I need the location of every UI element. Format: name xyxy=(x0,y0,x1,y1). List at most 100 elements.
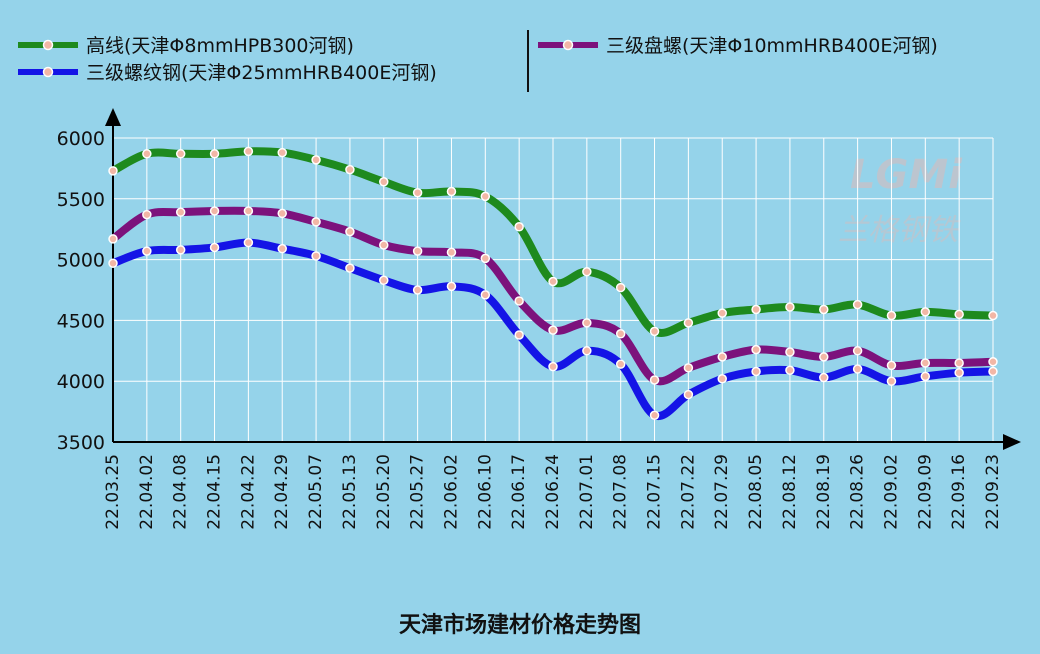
data-point xyxy=(345,263,355,273)
watermark-logo: LGMi xyxy=(850,152,963,198)
series-2 xyxy=(108,206,998,386)
data-point xyxy=(345,164,355,175)
data-point xyxy=(819,352,829,362)
data-point xyxy=(277,243,287,254)
y-tick-label: 5500 xyxy=(57,189,105,211)
data-point xyxy=(615,329,626,339)
legend-label: 三级螺纹钢(天津Φ25mmHRB400E河钢) xyxy=(86,62,437,84)
x-tick-label: 22.07.29 xyxy=(712,454,732,530)
data-point xyxy=(819,372,829,383)
data-point xyxy=(514,222,524,232)
data-point xyxy=(886,310,897,321)
x-tick-label: 22.04.22 xyxy=(238,454,258,530)
x-tick-label: 22.09.02 xyxy=(881,454,901,530)
y-tick-label: 5000 xyxy=(57,250,105,272)
data-point xyxy=(412,187,423,198)
data-point xyxy=(886,360,897,371)
x-tick-label: 22.04.02 xyxy=(137,454,157,530)
data-point xyxy=(277,147,287,158)
data-point xyxy=(954,358,964,368)
data-point xyxy=(615,359,626,369)
data-point xyxy=(480,191,491,202)
x-tick-label: 22.05.20 xyxy=(374,454,394,530)
legend: 高线(天津Φ8mmHPB300河钢) 三级螺纹钢(天津Φ25mmHRB400E河钢… xyxy=(18,30,938,92)
data-point xyxy=(108,234,118,244)
data-point xyxy=(717,352,727,362)
data-point xyxy=(108,258,118,268)
data-point xyxy=(683,389,694,400)
data-point xyxy=(683,363,694,373)
x-tick-label: 22.07.15 xyxy=(645,454,665,530)
data-point xyxy=(615,282,626,293)
watermark: LGMi 兰格钢铁 xyxy=(838,152,963,248)
data-point xyxy=(582,267,592,277)
data-point xyxy=(852,346,863,356)
data-point xyxy=(480,253,491,264)
y-axis-arrow xyxy=(105,108,121,126)
data-point xyxy=(243,237,254,248)
x-tick-label: 22.08.12 xyxy=(780,454,800,530)
legend-item-1: 高线(天津Φ8mmHPB300河钢) xyxy=(18,35,354,57)
x-tick-label: 22.07.01 xyxy=(577,454,597,530)
y-axis-ticks: 3500 4000 4500 5000 5500 6000 xyxy=(57,128,105,454)
x-tick-label: 22.05.27 xyxy=(408,454,428,530)
data-point xyxy=(920,307,931,317)
data-point xyxy=(954,367,964,378)
x-tick-label: 22.03.25 xyxy=(103,454,123,530)
legend-item-3: 三级螺纹钢(天津Φ25mmHRB400E河钢) xyxy=(18,62,437,84)
data-point xyxy=(649,326,660,337)
data-point xyxy=(582,318,592,328)
data-point xyxy=(649,410,660,420)
data-point xyxy=(345,226,355,237)
y-tick-label: 4000 xyxy=(57,371,105,393)
data-point xyxy=(954,309,964,320)
x-tick-label: 22.06.02 xyxy=(441,454,461,530)
data-point xyxy=(277,208,287,219)
data-point xyxy=(379,275,389,286)
data-point xyxy=(548,361,558,372)
x-tick-label: 22.09.23 xyxy=(983,454,1003,530)
data-point xyxy=(717,308,727,318)
data-point xyxy=(548,325,558,335)
x-tick-label: 22.08.26 xyxy=(848,454,868,530)
data-point xyxy=(311,251,321,261)
data-point xyxy=(785,365,795,376)
x-tick-label: 22.09.16 xyxy=(949,454,969,530)
data-point xyxy=(988,366,998,377)
data-point xyxy=(412,246,423,256)
data-point xyxy=(142,149,152,159)
legend-swatch-marker xyxy=(562,39,574,51)
data-point xyxy=(886,376,897,386)
data-point xyxy=(480,290,491,300)
x-tick-label: 22.04.08 xyxy=(171,454,191,530)
data-point xyxy=(819,304,829,315)
y-tick-label: 6000 xyxy=(57,128,105,150)
legend-label: 高线(天津Φ8mmHPB300河钢) xyxy=(86,35,354,57)
x-tick-label: 22.05.13 xyxy=(340,454,360,530)
watermark-subtitle: 兰格钢铁 xyxy=(838,213,961,248)
data-point xyxy=(175,207,186,217)
data-point xyxy=(785,347,795,357)
data-point xyxy=(751,366,761,377)
x-tick-label: 22.04.15 xyxy=(205,454,225,530)
data-point xyxy=(446,247,457,258)
x-tick-label: 22.06.17 xyxy=(509,454,529,530)
axes xyxy=(105,108,1021,450)
chart-title: 天津市场建材价格走势图 xyxy=(399,612,641,638)
data-point xyxy=(209,242,220,253)
x-tick-label: 22.04.29 xyxy=(272,454,292,530)
x-tick-label: 22.09.09 xyxy=(915,454,935,530)
data-point xyxy=(243,146,254,157)
data-point xyxy=(582,346,592,356)
data-point xyxy=(379,240,389,250)
data-point xyxy=(852,299,863,310)
y-tick-label: 4500 xyxy=(57,310,105,332)
data-point xyxy=(852,364,863,374)
data-point xyxy=(175,149,186,159)
data-point xyxy=(311,217,321,227)
legend-swatch-marker xyxy=(42,66,54,78)
data-point xyxy=(514,296,524,306)
x-tick-label: 22.07.22 xyxy=(678,454,698,530)
data-point xyxy=(785,302,795,312)
x-tick-label: 22.05.07 xyxy=(306,454,326,530)
